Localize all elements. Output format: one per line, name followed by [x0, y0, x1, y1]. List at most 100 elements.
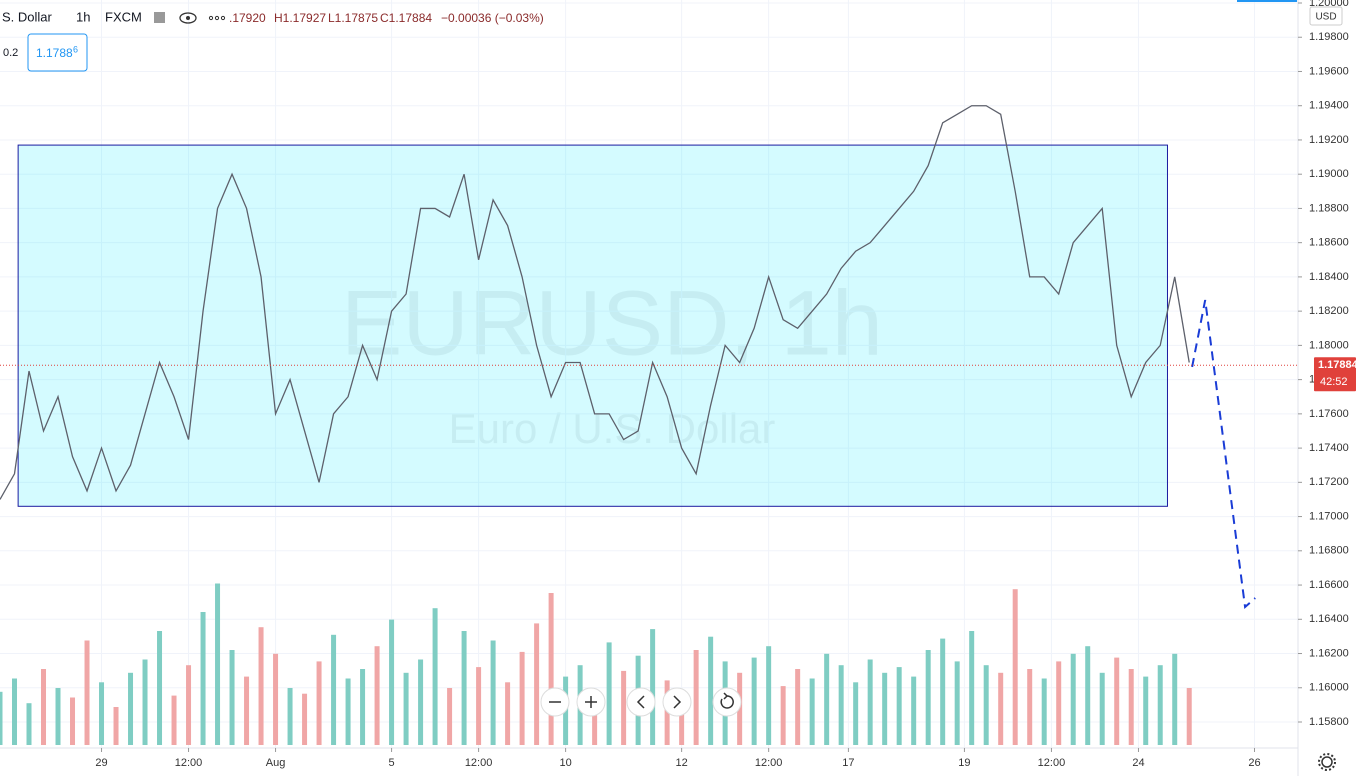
volume-bar	[12, 678, 18, 745]
eye-icon[interactable]	[179, 12, 197, 24]
y-tick-label: 1.16400	[1309, 613, 1349, 625]
forecast-line	[1191, 299, 1256, 609]
volume-bar	[534, 623, 540, 745]
volume-bar	[0, 691, 3, 745]
countdown: 42:52	[1320, 376, 1348, 388]
volume-bar	[55, 688, 61, 745]
change: −0.00036 (−0.03%)	[441, 11, 544, 25]
price-line	[0, 105, 1190, 500]
y-tick-label: 1.18000	[1309, 339, 1349, 351]
volume-bar	[969, 631, 975, 745]
flag-icon[interactable]	[154, 12, 165, 23]
scroll-left-button[interactable]	[626, 687, 656, 717]
volume-bar	[766, 646, 772, 745]
y-tick-label: 1.16200	[1309, 647, 1349, 659]
volume-bar	[780, 686, 786, 745]
volume-bar	[954, 661, 960, 745]
x-tick-label: 10	[559, 757, 571, 769]
zoom-in-button[interactable]	[576, 687, 606, 717]
volume-bar	[1070, 653, 1076, 745]
volume-bar	[331, 634, 337, 745]
buy-price: 1.1788	[36, 46, 73, 60]
top-marker	[1237, 0, 1297, 2]
volume-bar	[940, 638, 946, 745]
y-tick-label: 1.18600	[1309, 237, 1349, 249]
watermark: EURUSD, 1h	[341, 272, 883, 374]
x-tick-label: 12:00	[755, 757, 783, 769]
scroll-right-button[interactable]	[662, 687, 692, 717]
volume-bar	[606, 642, 612, 745]
volume-bar	[476, 667, 482, 745]
volume-bar	[490, 640, 496, 745]
volume-bar	[171, 695, 177, 745]
y-tick-label: 1.20000	[1309, 0, 1349, 9]
x-tick-label: Aug	[266, 757, 286, 769]
volume-bar	[998, 672, 1004, 745]
y-tick-label: 1.19000	[1309, 168, 1349, 180]
x-tick-label: 29	[95, 757, 107, 769]
zoom-out-button[interactable]	[540, 687, 570, 717]
volume-bar	[882, 672, 888, 745]
range-box	[17, 144, 1168, 507]
volume-bar	[374, 646, 380, 745]
volume-bar	[911, 676, 917, 745]
volume-bar	[389, 619, 395, 745]
volume-bar	[824, 653, 830, 745]
axes: 1.15800 1.16000 1.16200 1.16400 1.16600 1.168…	[95, 0, 1357, 769]
volume-bar	[751, 657, 757, 745]
volume-bar	[838, 665, 844, 745]
currency-box[interactable]	[1309, 6, 1343, 26]
volume-bar	[1085, 646, 1091, 745]
y-tick-label: 1.19600	[1309, 65, 1349, 77]
volume-bar	[99, 682, 105, 745]
y-tick-label: 1.19400	[1309, 100, 1349, 112]
x-tick-label: 19	[958, 757, 970, 769]
volume-bar	[244, 676, 250, 745]
volume-bar	[896, 667, 902, 745]
volume-bar	[113, 707, 119, 745]
volume-bar	[345, 678, 351, 745]
volume-bar	[650, 629, 656, 745]
eye-pupil	[186, 16, 190, 20]
volume-bar	[925, 650, 931, 745]
volume-bar	[41, 669, 47, 745]
volume-bar	[461, 631, 467, 745]
volume-bar	[1128, 669, 1134, 745]
volume-bar	[229, 650, 235, 745]
y-tick-label: 1.17600	[1309, 408, 1349, 420]
volume-bar	[302, 693, 308, 745]
volume-bar	[316, 661, 322, 745]
volume-bar	[519, 651, 525, 745]
open: .17920	[229, 11, 266, 25]
spread: 0.2	[3, 47, 18, 59]
x-tick-label: 12	[676, 757, 688, 769]
x-tick-label: 17	[842, 757, 854, 769]
volume-bar	[1114, 657, 1120, 745]
volume-bar	[287, 688, 293, 745]
interval: 1h	[76, 9, 90, 24]
buy-button[interactable]	[27, 33, 88, 72]
volume-bar	[693, 650, 699, 745]
volume-bar	[215, 583, 221, 745]
volume-bar	[1172, 653, 1178, 745]
close: C1.17884	[380, 11, 432, 25]
volume-bar	[708, 636, 714, 745]
volume-bar	[360, 669, 366, 745]
settings-icon[interactable]	[1318, 753, 1336, 771]
volume-bar	[1041, 678, 1047, 745]
plot	[0, 0, 1298, 748]
y-tick-label: 1.18800	[1309, 202, 1349, 214]
y-tick-label: 1.16600	[1309, 579, 1349, 591]
volume-bar	[853, 682, 859, 745]
currency: USD	[1315, 12, 1336, 23]
volume-bar	[548, 593, 554, 745]
x-tick-label: 24	[1132, 757, 1144, 769]
y-tick-label: 1.17000	[1309, 510, 1349, 522]
more-icon[interactable]	[208, 15, 226, 21]
volume-bar	[258, 627, 264, 745]
x-tick-label: 12:00	[1038, 757, 1066, 769]
reset-button[interactable]	[712, 687, 742, 717]
volume-bar	[273, 653, 279, 745]
volume-bar	[664, 680, 670, 745]
